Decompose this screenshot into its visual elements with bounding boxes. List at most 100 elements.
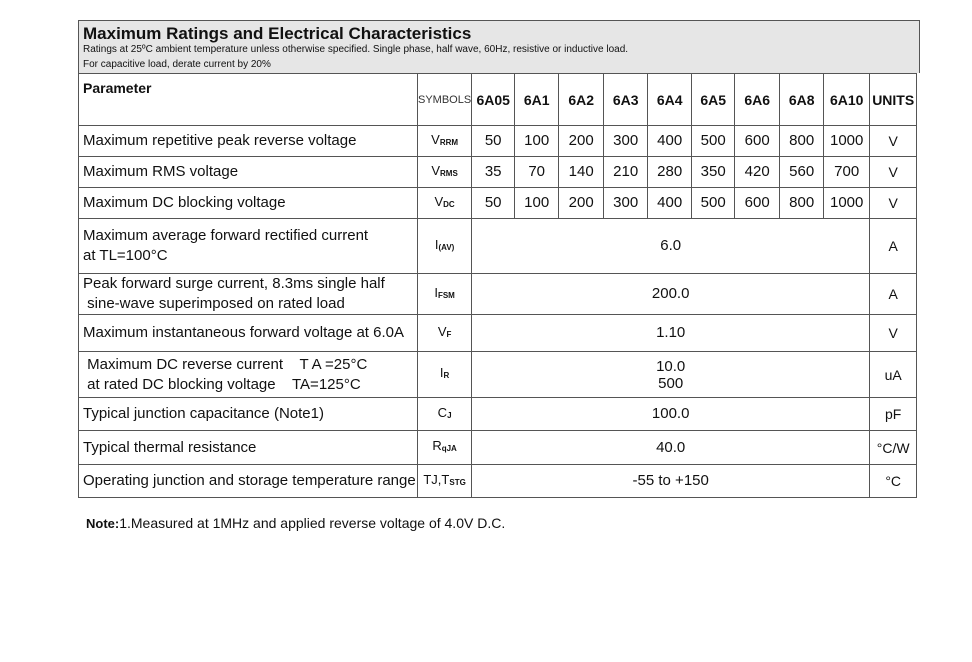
merged-value-cell: -55 to +150 bbox=[471, 464, 871, 498]
value-cell: 400 bbox=[647, 125, 693, 157]
parameter-line: sine-wave superimposed on rated load bbox=[83, 295, 345, 312]
value-cell: 700 bbox=[823, 156, 871, 188]
parameter-line: Maximum repetitive peak reverse voltage bbox=[83, 132, 357, 149]
unit-cell: pF bbox=[869, 397, 918, 431]
value-cell: 210 bbox=[603, 156, 649, 188]
table-row: Maximum average forward rectified curren… bbox=[78, 218, 918, 274]
table-row: Typical thermal resistance RqJA 40.0 °C/W bbox=[78, 430, 918, 465]
unit-cell: °C/W bbox=[869, 430, 918, 465]
symbol-cell: IR bbox=[416, 351, 473, 398]
value-cell: 50 bbox=[471, 125, 516, 157]
ratings-header: Maximum Ratings and Electrical Character… bbox=[78, 20, 920, 73]
unit-cell: V bbox=[869, 314, 918, 352]
parameter-line: Maximum DC reverse current T A =25°C bbox=[83, 355, 368, 373]
value-cell: 1000 bbox=[823, 125, 871, 157]
parameter-cell: Maximum instantaneous forward voltage at… bbox=[78, 314, 418, 352]
value-cell: 50 bbox=[471, 187, 516, 219]
value-cell: 560 bbox=[779, 156, 825, 188]
parameter-cell: Maximum DC blocking voltage bbox=[78, 187, 418, 219]
value-cell: 70 bbox=[514, 156, 560, 188]
value-cell: 400 bbox=[647, 187, 693, 219]
section-title: Maximum Ratings and Electrical Character… bbox=[83, 24, 472, 43]
value-cell: 600 bbox=[734, 187, 781, 219]
value-cell: 800 bbox=[779, 187, 825, 219]
part-header: 6A5 bbox=[691, 73, 736, 126]
part-header: 6A6 bbox=[734, 73, 781, 126]
symbol-cell: VRMS bbox=[416, 156, 473, 188]
value-line: 10.0 bbox=[656, 357, 686, 375]
conditions-line-1: Ratings at 25ºC ambient temperature unle… bbox=[83, 44, 629, 55]
parameter-line: Maximum average forward rectified curren… bbox=[83, 227, 369, 244]
part-header: 6A8 bbox=[779, 73, 825, 126]
parameter-line: Maximum instantaneous forward voltage at… bbox=[83, 324, 404, 341]
symbol-letter: V bbox=[434, 193, 444, 209]
value-cell: 300 bbox=[603, 187, 649, 219]
value-cell: 100 bbox=[514, 187, 560, 219]
symbol-cell: VDC bbox=[416, 187, 473, 219]
parameter-line: Peak forward surge current, 8.3ms single… bbox=[83, 275, 385, 292]
parameter-cell: Maximum DC reverse current T A =25°C at … bbox=[78, 351, 418, 398]
symbol-letter: V bbox=[431, 131, 440, 147]
symbol-subscript: J bbox=[447, 410, 452, 420]
value-cell: 350 bbox=[691, 156, 736, 188]
conditions-line-2: For capacitive load, derate current by 2… bbox=[83, 59, 271, 70]
unit-cell: V bbox=[869, 125, 918, 157]
symbol-subscript: STG bbox=[449, 477, 466, 487]
symbol-cell: TJ,TSTG bbox=[416, 464, 473, 498]
parameter-line: Typical thermal resistance bbox=[83, 438, 257, 456]
table-row: Maximum DC blocking voltage VDC 50 100 200 30… bbox=[78, 187, 918, 219]
symbol-subscript: DC bbox=[443, 199, 455, 209]
value-cell: 200 bbox=[558, 187, 605, 219]
parameter-cell: Typical junction capacitance (Note1) bbox=[78, 397, 418, 431]
merged-value-cell: 1.10 bbox=[471, 314, 871, 352]
merged-value-cell: 100.0 bbox=[471, 397, 871, 431]
symbol-subscript: RRM bbox=[439, 137, 459, 147]
parameter-line: at TL=100°C bbox=[83, 247, 168, 264]
note-text: 1.Measured at 1MHz and applied reverse v… bbox=[119, 515, 506, 531]
merged-value-cell: 200.0 bbox=[471, 273, 871, 315]
unit-cell: °C bbox=[869, 464, 918, 498]
symbol-cell: VF bbox=[416, 314, 473, 352]
parameter-header: Parameter bbox=[78, 73, 418, 126]
merged-value-cell: 40.0 bbox=[471, 430, 871, 465]
parameter-line: Maximum RMS voltage bbox=[83, 163, 239, 180]
table-row: Peak forward surge current, 8.3ms single… bbox=[78, 273, 918, 315]
symbol-subscript: F bbox=[446, 329, 452, 339]
value-cell: 300 bbox=[603, 125, 649, 157]
table-row: Maximum repetitive peak reverse voltage V… bbox=[78, 125, 918, 157]
parameter-cell: Typical thermal resistance bbox=[78, 430, 418, 465]
value-cell: 600 bbox=[734, 125, 781, 157]
symbol-letter: V bbox=[437, 323, 447, 339]
value-cell: 800 bbox=[779, 125, 825, 157]
symbol-letter: V bbox=[431, 162, 441, 178]
value-cell: 420 bbox=[734, 156, 781, 188]
parameter-cell: Maximum RMS voltage bbox=[78, 156, 418, 188]
part-header: 6A05 bbox=[471, 73, 516, 126]
symbol-subscript: RMS bbox=[440, 168, 458, 178]
symbol-letter: I bbox=[439, 365, 444, 380]
table-row: Maximum RMS voltage VRMS 35 70 140 210 280 350 4… bbox=[78, 156, 918, 188]
parameter-line: Operating junction and storage temperatu… bbox=[83, 472, 416, 489]
symbol-cell: IFSM bbox=[416, 273, 473, 315]
value-cell: 35 bbox=[471, 156, 516, 188]
parameter-cell: Operating junction and storage temperatu… bbox=[78, 464, 418, 498]
symbol-cell: I(AV) bbox=[416, 218, 473, 274]
part-header: 6A4 bbox=[647, 73, 693, 126]
table-row: Typical junction capacitance (Note1) CJ 10… bbox=[78, 397, 918, 431]
merged-value-cell: 10.0 500 bbox=[471, 351, 871, 398]
symbol-subscript: R bbox=[443, 371, 450, 380]
symbol-letter: R bbox=[432, 438, 442, 453]
part-header: 6A1 bbox=[514, 73, 560, 126]
part-header: 6A10 bbox=[823, 73, 871, 126]
value-cell: 500 bbox=[691, 187, 736, 219]
symbol-letter: I bbox=[434, 284, 438, 300]
parameter-line: at rated DC blocking voltage TA=125°C bbox=[83, 375, 361, 393]
symbol-subscript: FSM bbox=[437, 290, 455, 300]
value-cell: 1000 bbox=[823, 187, 871, 219]
unit-cell: uA bbox=[869, 351, 918, 398]
unit-cell: A bbox=[869, 273, 918, 315]
symbol-subscript: (AV) bbox=[438, 242, 455, 252]
table-header-row: Parameter SYMBOLS 6A05 6A1 6A2 6A3 6A4 6… bbox=[78, 73, 918, 126]
value-line: 500 bbox=[658, 374, 684, 392]
parameter-cell: Peak forward surge current, 8.3ms single… bbox=[78, 273, 418, 315]
